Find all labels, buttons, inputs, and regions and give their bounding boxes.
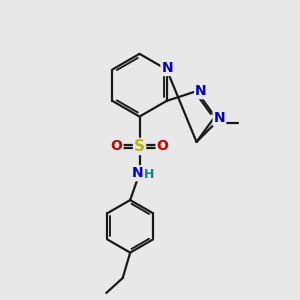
Text: H: H [144, 168, 154, 181]
Text: N: N [214, 111, 225, 125]
Text: N: N [131, 166, 143, 180]
Text: O: O [157, 139, 169, 153]
Text: N: N [195, 84, 207, 98]
Text: S: S [134, 139, 145, 154]
Text: N: N [161, 61, 173, 75]
Text: O: O [111, 139, 122, 153]
